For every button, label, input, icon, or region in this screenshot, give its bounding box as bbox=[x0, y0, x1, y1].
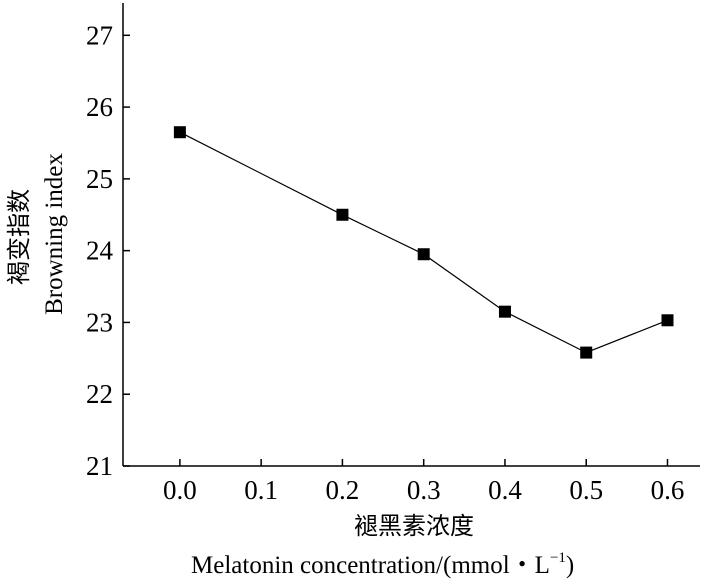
series-line bbox=[179, 131, 668, 354]
y-tick-label: 24 bbox=[86, 236, 114, 266]
y-tick-label: 21 bbox=[86, 451, 113, 481]
x-tick-label: 0.4 bbox=[488, 475, 522, 505]
data-point bbox=[173, 126, 186, 139]
data-point bbox=[661, 314, 674, 327]
x-tick-label: 0.6 bbox=[651, 475, 685, 505]
x-tick-label: 0.2 bbox=[326, 475, 360, 505]
data-point bbox=[498, 305, 511, 318]
y-tick-label: 22 bbox=[86, 379, 113, 409]
y-tick-label: 25 bbox=[86, 164, 113, 194]
x-axis-title-en-sup: −1 bbox=[550, 550, 566, 566]
x-axis-title-en: Melatonin concentration/(mmol・L−1) bbox=[191, 550, 574, 579]
y-axis-title-en: Browning index bbox=[41, 153, 68, 315]
x-tick-label: 0.5 bbox=[569, 475, 603, 505]
x-axis-title-cn: 褪黑素浓度 bbox=[354, 512, 474, 540]
x-axis-title-en-close: ) bbox=[566, 552, 574, 579]
data-point bbox=[336, 208, 349, 221]
x-ticks: 0.0 0.1 0.2 0.3 0.4 0.5 0.6 bbox=[163, 459, 684, 505]
y-axis-title-cn: 褐变指数 bbox=[5, 189, 33, 285]
y-tick-label: 26 bbox=[86, 92, 113, 122]
axes bbox=[122, 3, 700, 467]
series bbox=[173, 126, 674, 359]
x-tick-label: 0.1 bbox=[244, 475, 278, 505]
y-ticks: 21 22 23 24 25 26 27 bbox=[86, 20, 130, 481]
y-tick-label: 23 bbox=[86, 307, 113, 337]
data-point bbox=[580, 346, 593, 359]
x-axis-title-en-main: Melatonin concentration/(mmol・L bbox=[191, 552, 550, 579]
y-tick-label: 27 bbox=[86, 20, 113, 50]
x-tick-label: 0.3 bbox=[407, 475, 441, 505]
data-point bbox=[417, 248, 430, 261]
x-tick-label: 0.0 bbox=[163, 475, 197, 505]
